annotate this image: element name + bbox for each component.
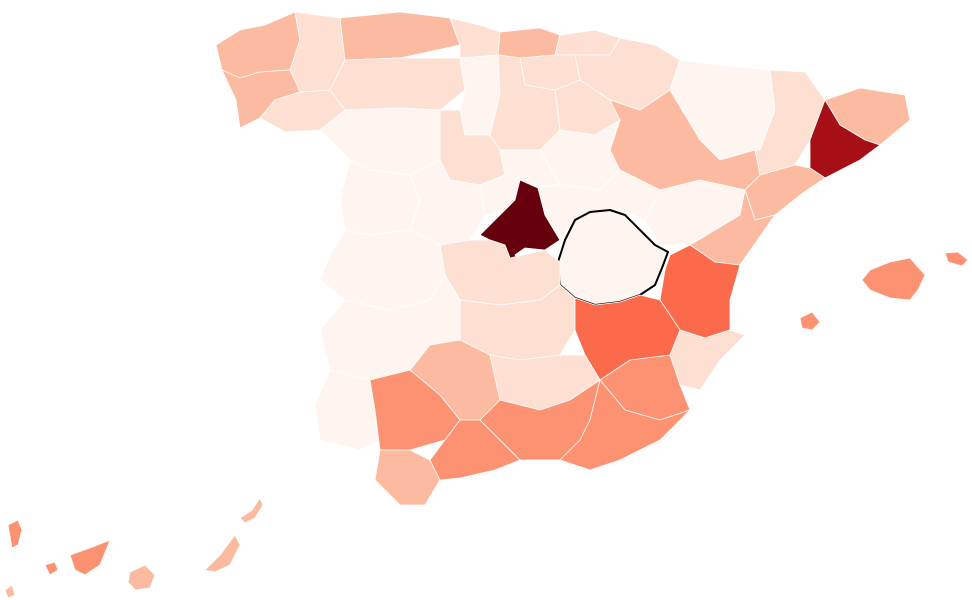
balearic-islands bbox=[799, 251, 969, 331]
region-zamora[interactable] bbox=[319, 107, 441, 176]
region-cantabria[interactable] bbox=[449, 17, 501, 59]
region-avila[interactable] bbox=[409, 159, 486, 246]
region-gran-canaria[interactable] bbox=[127, 564, 156, 591]
interior bbox=[319, 107, 681, 381]
mainland bbox=[215, 11, 911, 421]
region-menorca[interactable] bbox=[944, 251, 969, 267]
region-caceres[interactable] bbox=[319, 229, 446, 311]
region-tenerife[interactable] bbox=[69, 539, 111, 576]
region-leon[interactable] bbox=[329, 57, 466, 111]
region-barcelona[interactable] bbox=[809, 99, 881, 179]
region-gipuzkoa[interactable] bbox=[554, 29, 621, 56]
region-mallorca[interactable] bbox=[861, 257, 926, 301]
region-la-gomera[interactable] bbox=[44, 561, 59, 576]
region-bizkaia[interactable] bbox=[497, 27, 561, 59]
region-la-palma[interactable] bbox=[7, 519, 23, 549]
region-alicante[interactable] bbox=[669, 329, 746, 391]
south bbox=[314, 339, 691, 506]
region-almeria[interactable] bbox=[559, 379, 691, 471]
region-a-coruna[interactable] bbox=[215, 11, 301, 79]
region-fuerteventura[interactable] bbox=[204, 534, 241, 573]
region-albacete[interactable] bbox=[574, 294, 681, 381]
canary-islands bbox=[4, 497, 264, 599]
region-el-hierro[interactable] bbox=[4, 584, 16, 599]
region-lanzarote[interactable] bbox=[239, 497, 264, 524]
region-cadiz[interactable] bbox=[374, 449, 441, 506]
region-ibiza[interactable] bbox=[799, 311, 821, 331]
region-asturias[interactable] bbox=[339, 11, 461, 61]
